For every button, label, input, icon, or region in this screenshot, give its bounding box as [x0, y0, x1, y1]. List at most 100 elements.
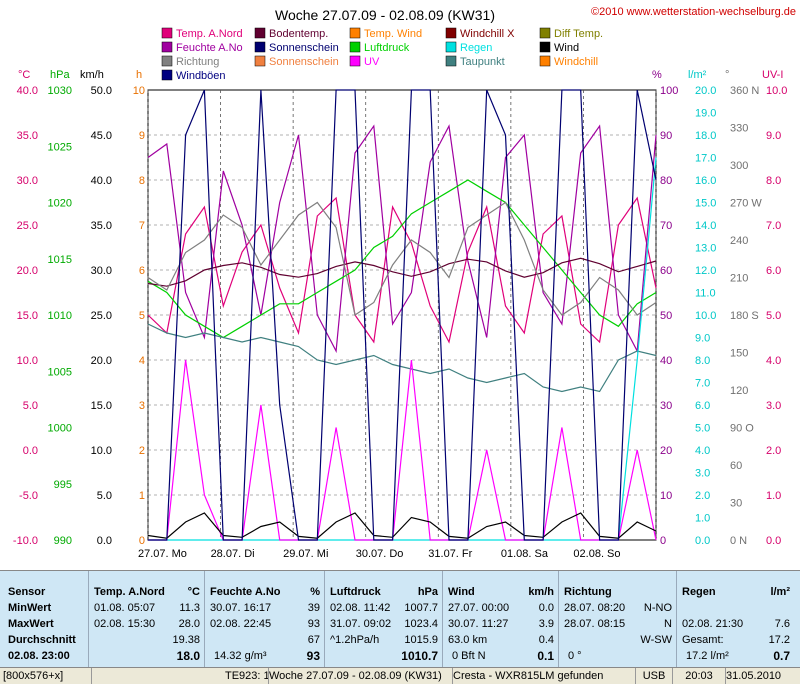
summary-press: Luftdruck hPa 02.08. 11:42 1007.7 31.07. 0…: [324, 571, 443, 668]
axis-unit-hours: h: [136, 69, 142, 81]
tick-label-rain: 17.0: [695, 153, 716, 165]
tick-label-uv: 8.0: [766, 175, 781, 187]
temp-unit: °C: [187, 586, 200, 598]
tick-label-degrees: 60: [730, 460, 742, 472]
tick-label-celsius: 30.0: [17, 175, 38, 187]
tick-label-degrees: 360 N: [730, 85, 759, 97]
weather-chart: Woche 27.07.09 - 02.08.09 (KW31) ©2010 w…: [13, 6, 796, 560]
tick-label-degrees: 330: [730, 123, 748, 135]
series-line: [147, 512, 657, 539]
tick-label-uv: 5.0: [766, 310, 781, 322]
tick-label-rain: 16.0: [695, 175, 716, 187]
chart-title: Woche 27.07.09 - 02.08.09 (KW31): [275, 7, 495, 23]
axis-unit-rain: l/m²: [688, 69, 707, 81]
status-week: Woche 27.07.09 - 02.08.09 (KW31): [266, 668, 453, 684]
status-date: 31.05.2010: [726, 670, 782, 682]
tick-label-degrees: 90 O: [730, 423, 754, 435]
legend-swatch: [254, 55, 266, 67]
dir-max-date: 28.07. 08:15: [564, 618, 626, 630]
temp-max-val: 28.0: [178, 618, 200, 630]
press-max-date: 31.07. 09:02: [330, 618, 392, 630]
tick-label-rain: 3.0: [695, 468, 710, 480]
tick-label-hours: 8: [139, 175, 145, 187]
tick-label-degrees: 240: [730, 235, 748, 247]
copyright-text: ©2010 www.wetterstation-wechselburg.de: [591, 6, 796, 18]
press-now: 1010.7: [401, 649, 438, 663]
axis-unit-degrees: °: [725, 69, 729, 81]
wind-min-date: 27.07. 00:00: [448, 602, 510, 614]
legend-label: Windböen: [176, 70, 226, 82]
tick-label-degrees: 120: [730, 385, 748, 397]
legend-label: Bodentemp.: [269, 28, 328, 40]
x-tick-label: 31.07. Fr: [428, 548, 472, 560]
dir-title: Richtung: [564, 586, 612, 598]
status-time: 20:03: [670, 668, 726, 684]
summary-rain: Regen l/m² 02.08. 21:30 7.6 Gesamt: 17.2 17…: [676, 571, 800, 668]
humid-now: 93: [306, 649, 320, 663]
tick-label-rain: 12.0: [695, 265, 716, 277]
label-max: MaxWert: [8, 618, 54, 630]
wind-dist: 63.0 km: [448, 634, 488, 646]
press-max-val: 1023.4: [404, 618, 438, 630]
tick-label-kmh: 20.0: [91, 355, 112, 367]
legend-swatch: [161, 69, 173, 81]
legend-label: Feuchte A.No: [176, 42, 243, 54]
tick-label-kmh: 40.0: [91, 175, 112, 187]
tick-label-rain: 4.0: [695, 445, 710, 457]
series-line: [147, 323, 657, 393]
rain-unit: l/m²: [770, 586, 790, 598]
tick-label-rain: 9.0: [695, 333, 710, 345]
legend-swatch: [445, 55, 457, 67]
legend-swatch: [161, 27, 173, 39]
dir-max-val: N: [664, 618, 672, 630]
series-line: [147, 179, 657, 339]
status-resolution: [800x576+x]: [0, 668, 92, 684]
tick-label-percent: 20: [660, 445, 672, 457]
tick-label-percent: 0: [660, 535, 666, 547]
tick-label-rain: 20.0: [695, 85, 716, 97]
tick-label-celsius: 35.0: [17, 130, 38, 142]
grid: [147, 90, 657, 540]
tick-label-degrees: 30: [730, 498, 742, 510]
axis-unit-celsius: °C: [18, 69, 30, 81]
tick-label-celsius: 20.0: [17, 265, 38, 277]
tick-label-celsius: -5.0: [19, 490, 38, 502]
press-unit: hPa: [417, 586, 438, 598]
axis-unit-kmh: km/h: [80, 69, 104, 81]
summary-temp: Temp. A.Nord °C 01.08. 05:07 11.3 02.08. 1…: [88, 571, 205, 668]
x-tick-label: 30.07. Do: [356, 548, 404, 560]
tick-label-hpa: 1000: [48, 423, 72, 435]
tick-label-uv: 0.0: [766, 535, 781, 547]
humid-extra: 14.32 g/m³: [214, 650, 267, 662]
wind-now: 0.1: [537, 649, 554, 663]
wind-max-val: 3.9: [538, 618, 554, 630]
tick-label-hours: 4: [139, 355, 145, 367]
humid-avg: 67: [307, 634, 320, 646]
tick-label-hpa: 1025: [48, 141, 72, 153]
tick-label-uv: 2.0: [766, 445, 781, 457]
series-line: [147, 201, 657, 316]
temp-title: Temp. A.Nord: [94, 586, 165, 598]
tick-label-hours: 7: [139, 220, 145, 232]
tick-label-rain: 8.0: [695, 355, 710, 367]
tick-label-percent: 40: [660, 355, 672, 367]
tick-label-hpa: 1020: [48, 198, 72, 210]
legend-label: Windchill: [554, 56, 598, 68]
tick-label-kmh: 45.0: [91, 130, 112, 142]
humid-max-date: 02.08. 22:45: [210, 618, 272, 630]
x-tick-label: 01.08. Sa: [501, 548, 549, 560]
axis-unit-uv: UV-I: [762, 69, 783, 81]
wind-title: Wind: [448, 586, 475, 598]
tick-label-hours: 2: [139, 445, 145, 457]
label-avg: Durchschnitt: [8, 634, 76, 646]
status-usb: USB: [633, 668, 673, 684]
x-tick-label: 27.07. Mo: [138, 548, 187, 560]
tick-label-kmh: 15.0: [91, 400, 112, 412]
wind-max-date: 30.07. 11:27: [448, 618, 509, 630]
tick-label-hours: 9: [139, 130, 145, 142]
tick-label-rain: 10.0: [695, 310, 716, 322]
legend-swatch: [161, 55, 173, 67]
rain-title: Regen: [682, 586, 716, 598]
x-tick-label: 29.07. Mi: [283, 548, 328, 560]
rain-total-label: Gesamt:: [682, 634, 724, 646]
